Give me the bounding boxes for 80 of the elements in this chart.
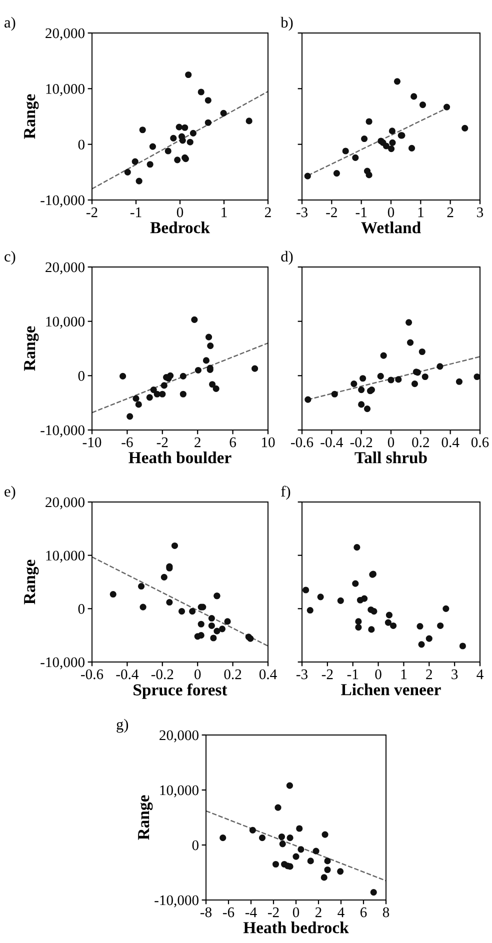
y-axis-title: Range bbox=[24, 326, 39, 371]
chart-title: g) bbox=[116, 718, 128, 733]
x-tick-label: 1 bbox=[418, 207, 424, 218]
x-axis-title: Heath boulder bbox=[128, 452, 232, 464]
x-tick-label: 10 bbox=[262, 437, 275, 448]
y-tick-label: 20,000 bbox=[46, 262, 84, 274]
x-tick-label: -6 bbox=[222, 907, 234, 918]
y-tick-label: -10,000 bbox=[154, 895, 198, 908]
x-tick-label: -0.2 bbox=[151, 669, 174, 680]
x-tick-label: 2 bbox=[264, 207, 271, 218]
x-tick-label: 0.4 bbox=[259, 669, 277, 680]
x-tick-label: 2 bbox=[194, 437, 200, 448]
x-tick-label: -8 bbox=[200, 907, 212, 918]
x-tick-label: 0.2 bbox=[412, 437, 429, 448]
x-tick-label: 2 bbox=[315, 907, 322, 918]
y-tick-label: 20,000 bbox=[46, 28, 84, 40]
y-tick-label: 0 bbox=[192, 840, 198, 850]
x-tick-label: -1 bbox=[347, 669, 358, 680]
y-tick-label: 0 bbox=[78, 604, 84, 614]
x-tick-label: -6 bbox=[122, 437, 133, 448]
x-tick-label: -2 bbox=[268, 907, 279, 918]
x-tick-label: -2 bbox=[86, 207, 98, 218]
x-tick-label: 4 bbox=[338, 907, 344, 918]
y-tick-label: 0 bbox=[78, 140, 84, 150]
x-tick-label: -2 bbox=[326, 207, 337, 218]
x-tick-label: 0 bbox=[388, 437, 394, 448]
y-tick-label: -10,000 bbox=[40, 425, 84, 438]
x-tick-label: 1 bbox=[222, 207, 227, 218]
chart-title: b) bbox=[280, 16, 293, 31]
y-axis-title: Range bbox=[138, 795, 153, 840]
chart-title: f) bbox=[281, 486, 290, 500]
y-tick-label: -10,000 bbox=[40, 657, 84, 670]
x-tick-label: 6 bbox=[360, 907, 367, 918]
y-tick-label: 10,000 bbox=[46, 550, 84, 563]
x-tick-label: 6 bbox=[230, 437, 236, 448]
x-tick-label: 0.4 bbox=[442, 437, 460, 448]
x-tick-label: 1 bbox=[401, 669, 406, 680]
chart-title: e) bbox=[4, 486, 16, 500]
x-tick-label: -3 bbox=[296, 207, 308, 218]
x-tick-label: -2 bbox=[322, 669, 333, 680]
x-axis-title: Wetland bbox=[361, 222, 421, 234]
x-tick-label: -2 bbox=[156, 437, 168, 448]
x-axis-title: Heath bedrock bbox=[243, 922, 349, 934]
x-tick-label: 0 bbox=[292, 907, 300, 918]
chart-title: c) bbox=[4, 250, 16, 265]
x-tick-label: -3 bbox=[296, 669, 308, 680]
x-tick-label: 3 bbox=[452, 669, 458, 680]
x-axis-title: Spruce forest bbox=[134, 684, 228, 699]
y-axis-title: Range bbox=[24, 560, 39, 604]
y-tick-label: 10,000 bbox=[46, 84, 84, 96]
y-tick-label: 10,000 bbox=[160, 785, 198, 798]
x-tick-label: 2 bbox=[426, 669, 432, 680]
x-tick-label: -1 bbox=[130, 207, 142, 218]
x-tick-label: 0 bbox=[375, 669, 382, 680]
x-tick-label: 0 bbox=[388, 207, 394, 218]
x-tick-label: 0.6 bbox=[471, 437, 489, 448]
x-axis-title: Lichen veneer bbox=[341, 684, 441, 696]
y-tick-label: 20,000 bbox=[160, 730, 198, 742]
x-tick-label: -0.6 bbox=[291, 437, 314, 448]
x-tick-label: -0.2 bbox=[350, 437, 372, 448]
x-tick-label: -0.4 bbox=[320, 437, 343, 448]
x-tick-label: 3 bbox=[477, 207, 484, 218]
x-tick-label: -0.6 bbox=[81, 669, 104, 680]
y-tick-label: 10,000 bbox=[46, 316, 84, 329]
x-axis-title: Tall shrub bbox=[354, 452, 427, 464]
y-tick-label: -10,000 bbox=[40, 195, 84, 208]
y-tick-label: 20,000 bbox=[46, 497, 84, 510]
chart-title: d) bbox=[281, 250, 293, 265]
y-axis-title: Range bbox=[24, 94, 39, 139]
chart-title: a) bbox=[4, 16, 16, 31]
y-tick-label: 0 bbox=[78, 371, 84, 381]
x-tick-label: 0.2 bbox=[224, 669, 242, 680]
x-tick-label: -0.4 bbox=[116, 669, 139, 680]
x-axis-title: Bedrock bbox=[150, 222, 210, 234]
x-tick-label: 4 bbox=[476, 669, 484, 680]
x-tick-label: 2 bbox=[447, 207, 454, 218]
x-tick-label: -10 bbox=[82, 437, 102, 448]
x-tick-label: -1 bbox=[356, 207, 367, 218]
x-tick-label: -4 bbox=[245, 907, 257, 918]
x-tick-label: 8 bbox=[382, 907, 390, 918]
